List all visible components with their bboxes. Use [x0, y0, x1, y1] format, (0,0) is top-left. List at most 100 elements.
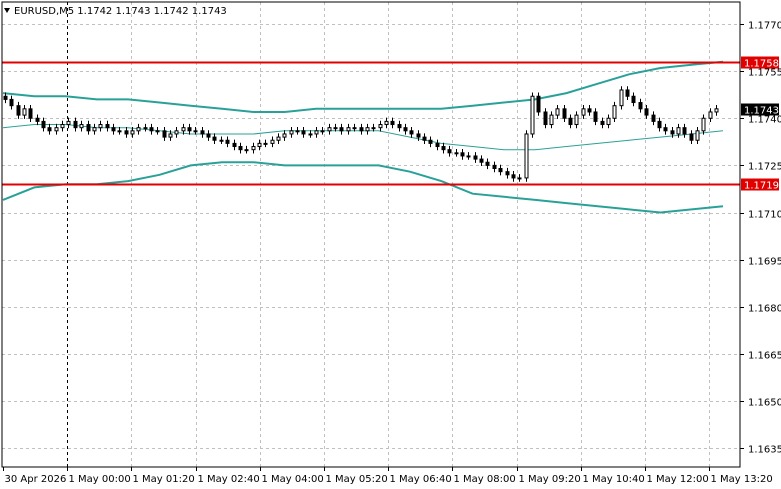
- candle[interactable]: [447, 145, 452, 157]
- candle[interactable]: [232, 139, 237, 151]
- candle[interactable]: [352, 123, 357, 132]
- candle[interactable]: [625, 86, 630, 101]
- candle[interactable]: [409, 127, 414, 138]
- candle[interactable]: [581, 105, 586, 119]
- candle[interactable]: [695, 127, 700, 145]
- candle[interactable]: [301, 127, 306, 138]
- candle[interactable]: [200, 127, 205, 138]
- candle[interactable]: [714, 105, 719, 116]
- candle[interactable]: [435, 139, 440, 151]
- candle[interactable]: [365, 123, 370, 135]
- candle[interactable]: [562, 105, 567, 123]
- candle[interactable]: [422, 133, 427, 145]
- candle[interactable]: [98, 120, 103, 132]
- candle[interactable]: [162, 127, 167, 141]
- candle[interactable]: [308, 130, 313, 138]
- candle[interactable]: [612, 101, 617, 123]
- candle[interactable]: [124, 127, 129, 138]
- candle[interactable]: [657, 117, 662, 132]
- candle[interactable]: [549, 111, 554, 129]
- candle[interactable]: [314, 127, 319, 138]
- candle[interactable]: [371, 123, 376, 132]
- candle[interactable]: [327, 123, 332, 135]
- candle[interactable]: [397, 120, 402, 132]
- candle[interactable]: [105, 120, 110, 132]
- candle[interactable]: [92, 123, 97, 135]
- candle[interactable]: [390, 117, 395, 129]
- candle[interactable]: [16, 101, 21, 119]
- candle[interactable]: [219, 136, 224, 145]
- candle[interactable]: [187, 123, 192, 135]
- candle[interactable]: [676, 123, 681, 138]
- candle[interactable]: [505, 167, 510, 179]
- candle[interactable]: [244, 145, 249, 154]
- candle[interactable]: [454, 149, 459, 157]
- candle[interactable]: [460, 149, 465, 160]
- candle[interactable]: [587, 105, 592, 116]
- candle[interactable]: [485, 158, 490, 170]
- candle[interactable]: [143, 123, 148, 132]
- candle[interactable]: [111, 123, 116, 135]
- candle[interactable]: [181, 123, 186, 135]
- candle[interactable]: [568, 114, 573, 129]
- candle[interactable]: [606, 114, 611, 129]
- candle[interactable]: [174, 127, 179, 138]
- candle[interactable]: [257, 139, 262, 151]
- candle[interactable]: [339, 123, 344, 135]
- candle[interactable]: [466, 152, 471, 160]
- candle[interactable]: [384, 117, 389, 129]
- candle[interactable]: [638, 98, 643, 113]
- candle[interactable]: [251, 142, 256, 154]
- candle[interactable]: [682, 123, 687, 138]
- candle[interactable]: [689, 130, 694, 145]
- candle[interactable]: [193, 127, 198, 135]
- candle[interactable]: [708, 108, 713, 123]
- candle[interactable]: [206, 130, 211, 141]
- candle[interactable]: [530, 92, 535, 138]
- candle[interactable]: [473, 152, 478, 163]
- candle[interactable]: [270, 136, 275, 148]
- candle[interactable]: [511, 171, 516, 182]
- candle[interactable]: [136, 123, 141, 135]
- candle[interactable]: [276, 133, 281, 145]
- candle[interactable]: [441, 142, 446, 154]
- triangle-down-icon[interactable]: [4, 8, 10, 13]
- candle[interactable]: [149, 123, 154, 135]
- candle[interactable]: [35, 114, 40, 126]
- horizontal-levels[interactable]: 1.1758 1.1719 1.1743: [2, 56, 779, 192]
- candle[interactable]: [117, 127, 122, 135]
- candle[interactable]: [155, 127, 160, 135]
- candle[interactable]: [225, 136, 230, 148]
- candle[interactable]: [9, 95, 14, 110]
- candle[interactable]: [130, 127, 135, 138]
- candle[interactable]: [428, 136, 433, 148]
- candle[interactable]: [600, 117, 605, 129]
- candle[interactable]: [54, 123, 59, 135]
- candle[interactable]: [238, 142, 243, 154]
- candle[interactable]: [536, 92, 541, 116]
- candle[interactable]: [517, 174, 522, 182]
- candle[interactable]: [168, 130, 173, 141]
- candle[interactable]: [263, 139, 268, 148]
- candle[interactable]: [631, 92, 636, 107]
- candle[interactable]: [73, 117, 78, 132]
- candle[interactable]: [555, 105, 560, 119]
- candle[interactable]: [66, 117, 71, 129]
- candle[interactable]: [644, 105, 649, 119]
- candle[interactable]: [359, 123, 364, 135]
- candle[interactable]: [416, 130, 421, 141]
- candle[interactable]: [492, 161, 497, 173]
- candle[interactable]: [403, 123, 408, 135]
- candles[interactable]: [3, 86, 719, 182]
- candle[interactable]: [543, 108, 548, 129]
- candle[interactable]: [28, 105, 33, 123]
- candle[interactable]: [701, 114, 706, 135]
- candle[interactable]: [60, 120, 65, 132]
- candle[interactable]: [663, 123, 668, 135]
- candle[interactable]: [79, 120, 84, 132]
- candle[interactable]: [378, 120, 383, 132]
- candle[interactable]: [212, 133, 217, 145]
- candle[interactable]: [22, 105, 27, 119]
- candle[interactable]: [479, 155, 484, 167]
